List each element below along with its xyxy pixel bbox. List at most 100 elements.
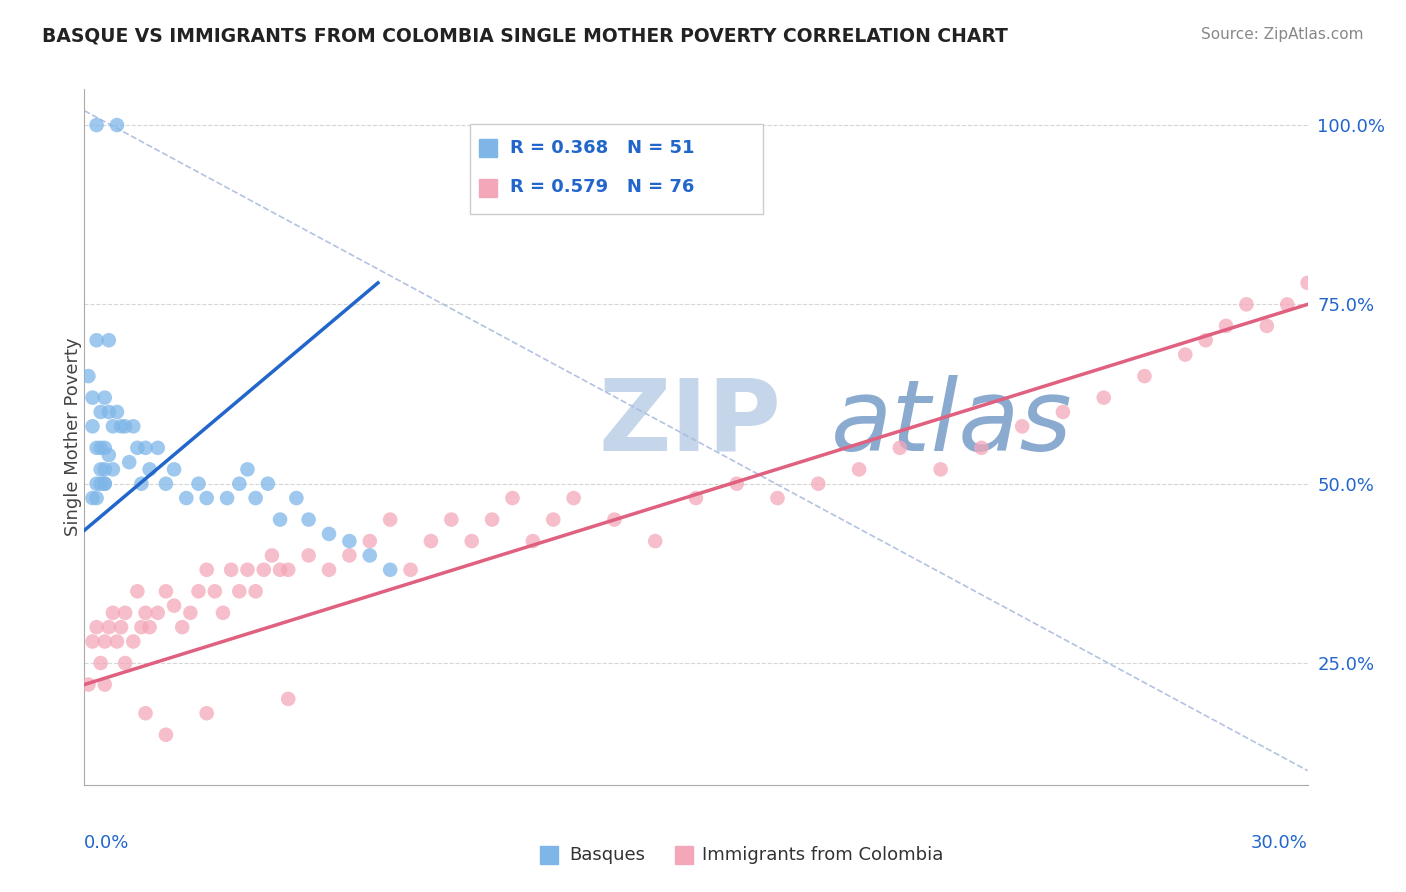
Point <box>138 620 160 634</box>
Point <box>339 549 361 563</box>
Point <box>110 620 132 634</box>
Point <box>285 491 308 505</box>
Point <box>114 419 136 434</box>
Point <box>195 563 218 577</box>
Point <box>562 491 585 505</box>
Point <box>131 620 153 634</box>
Point <box>86 118 108 132</box>
Point <box>127 584 149 599</box>
Point <box>187 476 209 491</box>
Point <box>277 692 299 706</box>
Text: BASQUE VS IMMIGRANTS FROM COLOMBIA SINGLE MOTHER POVERTY CORRELATION CHART: BASQUE VS IMMIGRANTS FROM COLOMBIA SINGL… <box>42 27 1008 45</box>
Point <box>135 441 157 455</box>
Text: Basques: Basques <box>569 846 645 863</box>
Point <box>1337 226 1360 240</box>
Point <box>122 419 145 434</box>
Point <box>135 706 157 721</box>
Point <box>253 563 276 577</box>
Point <box>228 584 250 599</box>
Point <box>146 606 169 620</box>
Point <box>1195 333 1218 347</box>
FancyBboxPatch shape <box>470 124 763 214</box>
Point <box>195 706 218 721</box>
Point <box>163 462 186 476</box>
Point <box>318 527 340 541</box>
Point <box>481 512 503 526</box>
Point <box>461 534 484 549</box>
Point <box>86 476 108 491</box>
Point <box>127 441 149 455</box>
Text: 30.0%: 30.0% <box>1251 834 1308 852</box>
Point <box>1277 297 1299 311</box>
Point <box>440 512 463 526</box>
Point <box>195 491 218 505</box>
Point <box>90 476 112 491</box>
Point <box>260 549 283 563</box>
Point <box>399 563 422 577</box>
Point <box>82 419 104 434</box>
Point <box>644 534 666 549</box>
Text: Immigrants from Colombia: Immigrants from Colombia <box>702 846 943 863</box>
Point <box>77 677 100 691</box>
Point <box>298 512 321 526</box>
Point <box>90 405 112 419</box>
Point <box>131 476 153 491</box>
Point <box>105 405 128 419</box>
Point <box>97 405 120 419</box>
Point <box>219 563 242 577</box>
Text: R = 0.579   N = 76: R = 0.579 N = 76 <box>510 178 695 196</box>
Text: Source: ZipAtlas.com: Source: ZipAtlas.com <box>1201 27 1364 42</box>
Point <box>1011 419 1033 434</box>
Point <box>1133 369 1156 384</box>
Point <box>339 534 361 549</box>
Point <box>807 476 830 491</box>
Point <box>155 584 177 599</box>
Point <box>101 462 124 476</box>
Point <box>101 419 124 434</box>
Point <box>86 620 108 634</box>
Point <box>380 512 402 526</box>
Point <box>172 620 194 634</box>
Point <box>929 462 952 476</box>
Point <box>228 476 250 491</box>
Point <box>970 441 993 455</box>
Point <box>257 476 280 491</box>
Point <box>77 369 100 384</box>
Point <box>105 118 128 132</box>
Point <box>86 491 108 505</box>
Point <box>1092 391 1115 405</box>
Point <box>82 491 104 505</box>
Point <box>1317 118 1340 132</box>
Point <box>155 728 177 742</box>
Point <box>86 441 108 455</box>
Point <box>380 563 402 577</box>
Text: ZIP: ZIP <box>598 375 780 472</box>
Point <box>1236 297 1258 311</box>
Point <box>1378 563 1400 577</box>
Point <box>543 512 565 526</box>
Point <box>603 512 626 526</box>
Point <box>101 606 124 620</box>
Point <box>848 462 870 476</box>
Point <box>93 441 115 455</box>
Point <box>245 584 267 599</box>
Point <box>522 534 544 549</box>
Point <box>187 584 209 599</box>
Point <box>269 512 291 526</box>
Point <box>90 656 112 670</box>
Point <box>146 441 169 455</box>
Point <box>82 391 104 405</box>
Point <box>236 462 259 476</box>
Point <box>93 462 115 476</box>
Point <box>1215 318 1237 333</box>
Point <box>1256 318 1278 333</box>
Point <box>766 491 789 505</box>
Point <box>269 563 291 577</box>
Point <box>114 656 136 670</box>
Point <box>97 448 120 462</box>
Point <box>93 476 115 491</box>
Point <box>277 563 299 577</box>
Point <box>82 634 104 648</box>
Point <box>318 563 340 577</box>
Text: atlas: atlas <box>831 375 1073 472</box>
